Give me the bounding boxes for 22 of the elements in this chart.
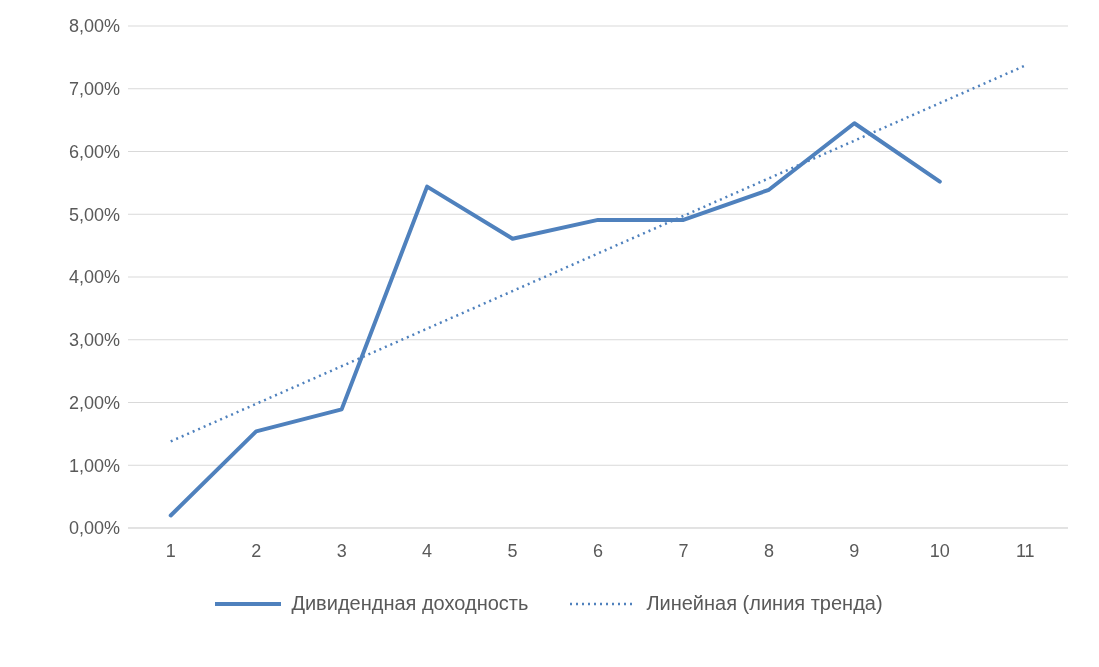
x-tick-label: 4 (422, 540, 433, 561)
x-tick-label: 9 (849, 540, 860, 561)
x-tick-label: 1 (165, 540, 176, 561)
x-tick-label: 5 (507, 540, 518, 561)
legend-label: Линейная (линия тренда) (646, 592, 883, 615)
y-tick-label: 1,00% (68, 455, 120, 476)
y-tick-label: 8,00% (68, 16, 120, 37)
legend-label: Дивидендная доходность (291, 592, 529, 615)
x-tick-label: 8 (763, 540, 774, 561)
y-tick-label: 2,00% (68, 392, 120, 413)
y-tick-label: 5,00% (68, 204, 120, 225)
x-tick-label: 2 (251, 540, 262, 561)
y-tick-label: 7,00% (68, 79, 120, 100)
x-tick-label: 3 (336, 540, 347, 561)
x-tick-label: 10 (929, 540, 950, 561)
y-tick-label: 6,00% (68, 141, 120, 162)
y-tick-label: 3,00% (68, 330, 120, 351)
y-tick-label: 0,00% (68, 518, 120, 539)
x-tick-label: 6 (592, 540, 604, 561)
x-tick-label: 11 (1015, 540, 1035, 561)
y-tick-label: 4,00% (68, 267, 120, 288)
x-tick-label: 7 (678, 540, 689, 561)
